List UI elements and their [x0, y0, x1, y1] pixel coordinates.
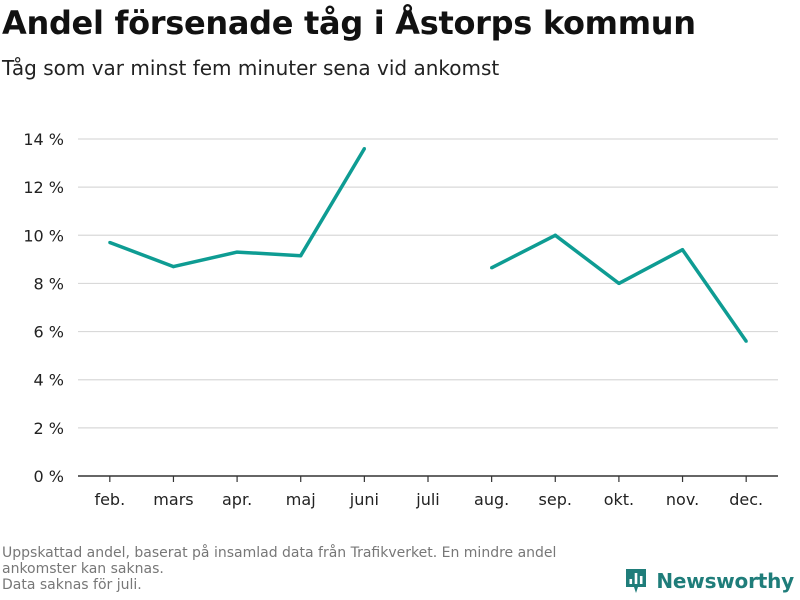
- footnote: Uppskattad andel, baserat på insamlad da…: [2, 545, 642, 593]
- x-axis-ticks: feb. mars apr. maj juni juli aug. sep. okt. nov. d…: [94, 476, 763, 509]
- y-tick-label: 6 %: [34, 323, 64, 342]
- brand-logo: Newsworthy: [624, 568, 794, 594]
- y-tick-label: 2 %: [34, 419, 64, 438]
- y-tick-label: 0 %: [34, 467, 64, 486]
- chart-title: Andel försenade tåg i Åstorps kommun: [2, 4, 696, 42]
- x-tick-label: mars: [153, 490, 193, 509]
- data-point: [108, 240, 112, 245]
- data-point: [299, 254, 303, 258]
- y-tick-label: 10 %: [23, 226, 64, 245]
- data-point: [744, 339, 748, 343]
- x-tick-label: juli: [415, 490, 439, 509]
- data-point: [235, 250, 239, 254]
- x-tick-label: feb.: [94, 490, 125, 509]
- footnote-line: Data saknas för juli.: [2, 577, 142, 593]
- x-tick-label: sep.: [539, 490, 572, 509]
- brand-name: Newsworthy: [656, 569, 794, 593]
- footnote-line: ankomster kan saknas.: [2, 561, 164, 577]
- y-axis-tick-labels: 0 % 2 % 4 % 6 % 8 % 10 % 12 % 14 %: [23, 130, 64, 486]
- series-line-segment: [490, 233, 748, 343]
- chart-subtitle: Tåg som var minst fem minuter sena vid a…: [2, 56, 500, 80]
- line-chart: 0 % 2 % 4 % 6 % 8 % 10 % 12 % 14 % feb. mars apr.…: [23, 130, 778, 509]
- y-tick-label: 8 %: [34, 274, 64, 293]
- x-tick-label: maj: [286, 490, 316, 509]
- bar-chart-logo-icon: [626, 569, 647, 593]
- data-point: [171, 264, 176, 269]
- data-point: [553, 233, 557, 237]
- x-tick-label: dec.: [729, 490, 763, 509]
- y-tick-label: 12 %: [23, 178, 64, 197]
- x-tick-label: aug.: [474, 490, 509, 509]
- gridlines: [78, 138, 778, 477]
- data-point: [490, 266, 494, 270]
- y-tick-label: 4 %: [34, 371, 64, 390]
- x-tick-label: nov.: [666, 490, 699, 509]
- footnote-line: Uppskattad andel, baserat på insamlad da…: [2, 545, 557, 561]
- data-point: [680, 248, 685, 252]
- data-point: [617, 281, 621, 286]
- series-line-segment: [109, 147, 366, 269]
- y-tick-label: 14 %: [23, 130, 64, 149]
- series-lines: [108, 147, 748, 343]
- x-tick-label: apr.: [222, 490, 252, 509]
- x-tick-label: juni: [349, 490, 379, 509]
- x-tick-label: okt.: [604, 490, 634, 509]
- data-point: [362, 147, 366, 151]
